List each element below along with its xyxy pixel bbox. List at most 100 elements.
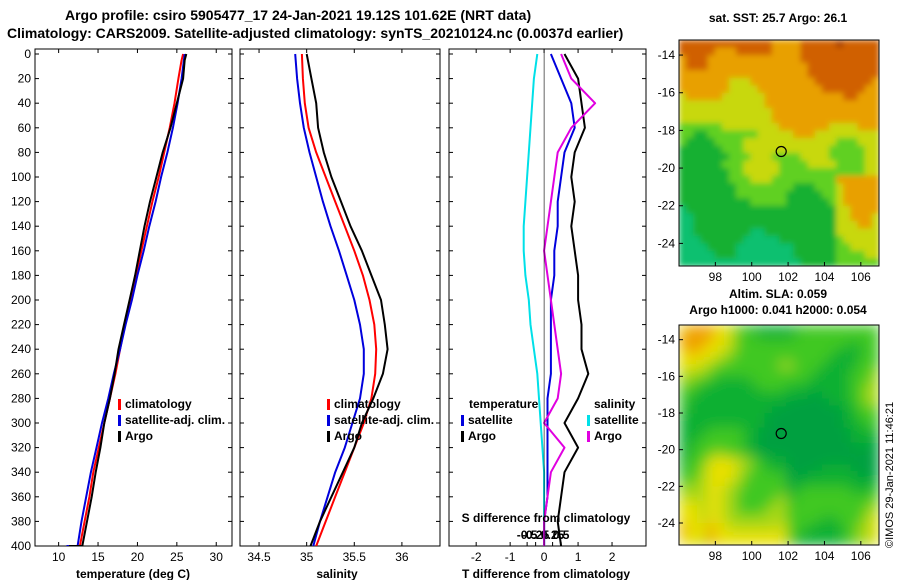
map-cell bbox=[836, 190, 844, 199]
map-cell bbox=[807, 115, 816, 124]
map-cell bbox=[779, 537, 787, 545]
map-cell bbox=[829, 70, 837, 79]
map-cell bbox=[821, 427, 830, 436]
map-cell bbox=[707, 205, 716, 214]
map-cell bbox=[736, 369, 744, 377]
map-cell bbox=[779, 62, 787, 71]
x-tick-label: 30 bbox=[210, 550, 224, 564]
map-cell bbox=[864, 55, 873, 64]
map-cell bbox=[729, 515, 737, 524]
map-cell bbox=[700, 530, 709, 539]
map-cell bbox=[864, 160, 873, 169]
map-cell bbox=[843, 122, 851, 131]
map-cell bbox=[729, 376, 737, 385]
map-cell bbox=[771, 347, 780, 355]
map-cell bbox=[786, 190, 794, 199]
map-cell bbox=[771, 464, 780, 473]
map-cell bbox=[857, 530, 866, 539]
map-cell bbox=[864, 183, 873, 192]
map-cell bbox=[729, 398, 737, 407]
map-cell bbox=[779, 427, 787, 436]
map-cell bbox=[771, 40, 780, 49]
map-cell bbox=[693, 130, 701, 139]
map-cell bbox=[843, 369, 851, 377]
map-cell bbox=[807, 391, 816, 399]
map-cell bbox=[714, 435, 723, 443]
map-cell bbox=[707, 464, 716, 473]
map-cell bbox=[736, 198, 744, 207]
map-cell bbox=[721, 471, 730, 480]
map-cell bbox=[764, 501, 773, 509]
map-cell bbox=[771, 427, 780, 436]
map-cell bbox=[750, 100, 759, 109]
map-cell bbox=[736, 325, 744, 333]
map-cell bbox=[743, 40, 751, 49]
map-cell bbox=[771, 190, 780, 199]
map-cell bbox=[679, 347, 687, 355]
depth-tick-label: 360 bbox=[11, 490, 31, 504]
map-cell bbox=[707, 493, 716, 502]
map-cell bbox=[829, 220, 837, 229]
map-cell bbox=[807, 501, 816, 509]
map-cell bbox=[821, 228, 830, 237]
map-cell bbox=[829, 107, 837, 116]
s-tick-label: -0.25 bbox=[522, 528, 550, 542]
map-cell bbox=[786, 530, 794, 539]
map-cell bbox=[843, 523, 851, 531]
map-cell bbox=[736, 70, 744, 79]
map-cell bbox=[800, 493, 809, 502]
map-cell bbox=[814, 243, 823, 252]
map-cell bbox=[771, 501, 780, 509]
map-cell bbox=[864, 391, 873, 399]
map-cell bbox=[750, 442, 759, 451]
map-cell bbox=[714, 190, 723, 199]
map-cell bbox=[736, 220, 744, 229]
map-cell bbox=[779, 145, 787, 154]
map-cell bbox=[771, 107, 780, 116]
map-cell bbox=[693, 347, 701, 355]
map-cell bbox=[736, 493, 744, 502]
map-cell bbox=[729, 537, 737, 545]
map-cell bbox=[843, 70, 851, 79]
map-cell bbox=[829, 449, 837, 458]
map-cell bbox=[721, 530, 730, 539]
map-cell bbox=[829, 537, 837, 545]
map-cell bbox=[771, 325, 780, 333]
map-cell bbox=[679, 175, 687, 184]
map-cell bbox=[793, 77, 801, 86]
map-cell bbox=[814, 198, 823, 207]
map-cell bbox=[686, 427, 694, 436]
map-cell bbox=[743, 376, 751, 385]
map-cell bbox=[750, 347, 759, 355]
map-cell bbox=[750, 190, 759, 199]
map-cell bbox=[807, 205, 816, 214]
map-cell bbox=[864, 471, 873, 480]
map-cell bbox=[814, 457, 823, 465]
map-cell bbox=[721, 190, 730, 199]
map-cell bbox=[757, 501, 766, 509]
map-cell bbox=[814, 137, 823, 146]
map-cell bbox=[836, 508, 844, 517]
map-cell bbox=[786, 427, 794, 436]
map-cell bbox=[864, 464, 873, 473]
map-cell bbox=[679, 145, 687, 154]
series-line-satellite-adj-clim- bbox=[66, 53, 186, 546]
map-cell bbox=[771, 85, 780, 94]
map-cell bbox=[814, 508, 823, 517]
map-cell bbox=[800, 115, 809, 124]
map-cell bbox=[779, 183, 787, 192]
map-cell bbox=[693, 464, 701, 473]
map-cell bbox=[700, 168, 709, 177]
map-cell bbox=[750, 258, 759, 266]
map-cell bbox=[679, 479, 687, 487]
map-cell bbox=[836, 130, 844, 139]
map-cell bbox=[864, 198, 873, 207]
map-cell bbox=[729, 457, 737, 465]
map-cell bbox=[857, 369, 866, 377]
map-cell bbox=[743, 435, 751, 443]
map-cell bbox=[871, 332, 879, 341]
map-cell bbox=[850, 332, 859, 341]
map-cell bbox=[771, 457, 780, 465]
map-cell bbox=[850, 62, 859, 71]
map-cell bbox=[750, 471, 759, 480]
